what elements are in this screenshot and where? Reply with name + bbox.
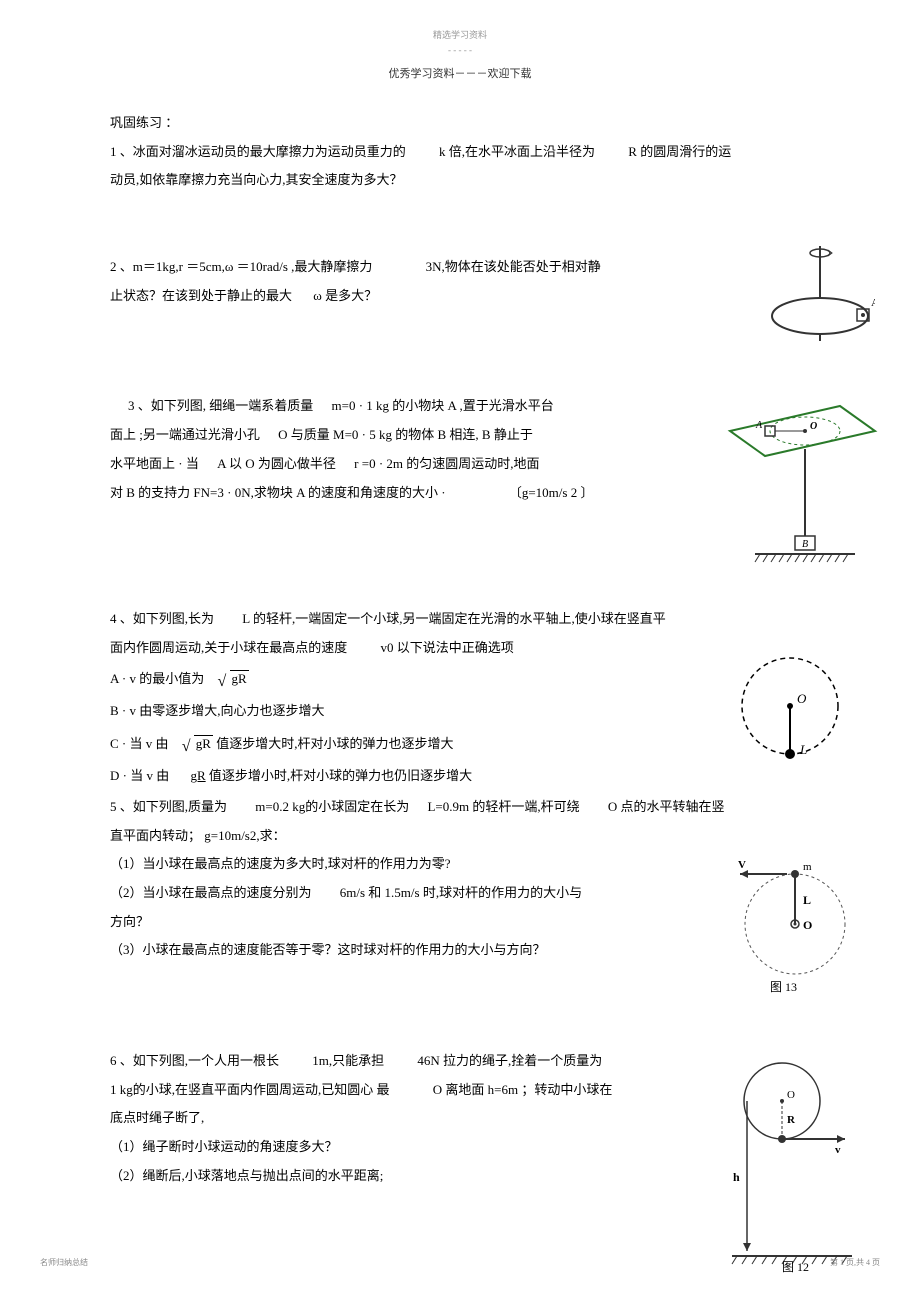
diagram-label: O xyxy=(810,421,817,432)
q2-line1: 2 、m＝1kg,r ＝5cm,ω ＝10rad/s ,最大静摩擦力 3N,物体… xyxy=(110,255,845,280)
q3-text: m=0 · 1 kg 的小物块 A ,置于光滑水平台 xyxy=(332,398,554,413)
diagram-label: L xyxy=(803,893,811,907)
header-dashes: - - - - - xyxy=(55,45,865,55)
section-title: 巩固练习 ： xyxy=(110,111,845,136)
q1-line1: 1 、冰面对溜冰运动员的最大摩擦力为运动员重力的 k 倍,在水平冰面上沿半径为 … xyxy=(110,140,845,165)
q3-text: 水平地面上 · 当 xyxy=(110,456,199,471)
q1-text: 1 、冰面对溜冰运动员的最大摩擦力为运动员重力的 xyxy=(110,144,406,159)
q4-text: 值逐步增大时,杆对小球的弹力也逐步增大 xyxy=(216,736,453,751)
diagram-label: h xyxy=(733,1170,740,1184)
diagram-label: O xyxy=(787,1089,795,1101)
q5-text: 5 、如下列图,质量为 xyxy=(110,799,227,814)
diagram-label: 图 13 xyxy=(770,980,797,994)
q5-text: （2）当小球在最高点的速度分别为 xyxy=(110,885,312,900)
sqrt-content: gR xyxy=(230,670,249,686)
diagram-q6: O R v h 图 12 xyxy=(727,1051,857,1280)
q4-text: 面内作圆周运动,关于小球在最高点的速度 xyxy=(110,640,347,655)
q1-text: k 倍,在水平冰面上沿半径为 xyxy=(439,144,595,159)
q3-text: 对 B 的支持力 FN=3 · 0N,求物块 A 的速度和角速度的大小 · xyxy=(110,485,446,500)
q5-line1: 5 、如下列图,质量为 m=0.2 kg的小球固定在长为 L=0.9m 的轻杆一… xyxy=(110,795,845,820)
q3-text: 面上 ;另一端通过光滑小孔 xyxy=(110,427,260,442)
sqrt-symbol: gR xyxy=(220,665,249,694)
q2-text: 止状态？在该到处于静止的最大 xyxy=(110,288,292,303)
diagram-label: 图 12 xyxy=(782,1260,809,1274)
diagram-label: V xyxy=(738,859,746,871)
q3-text: A 以 O 为圆心做半径 xyxy=(217,456,336,471)
diagram-label-a: A xyxy=(871,297,875,309)
q2-line2: 止状态？在该到处于静止的最大 ω 是多大？ xyxy=(110,284,845,309)
q4-text: L 的轻杆,一端固定一个小球,另一端固定在光滑的水平轴上,使小球在竖直平 xyxy=(242,611,665,626)
diagram-label: m xyxy=(803,861,812,873)
diagram-q4: O L xyxy=(735,651,845,770)
q5-text: m=0.2 kg的小球固定在长为 xyxy=(255,799,409,814)
q2-text: 2 、m＝1kg,r ＝5cm,ω ＝10rad/s ,最大静摩擦力 xyxy=(110,259,372,274)
q4-text: D · 当 v 由 xyxy=(110,768,169,783)
q5-line2: 直平面内转动； g=10m/s2,求： xyxy=(110,824,845,849)
diagram-label: v xyxy=(835,1144,841,1156)
q5-text: L=0.9m 的轻杆一端,杆可绕 xyxy=(427,799,579,814)
q3-text: O 与质量 M=0 · 5 kg 的物体 B 相连, B 静止于 xyxy=(278,427,533,442)
q6-text: 46N 拉力的绳子,拴着一个质量为 xyxy=(417,1053,602,1068)
header-top-label: 精选学习资料 xyxy=(55,28,865,41)
q3-text: 〔g=10m/s 2 〕 xyxy=(509,485,594,500)
q4-text: gR xyxy=(190,768,205,783)
content-area: 巩固练习 ： 1 、冰面对溜冰运动员的最大摩擦力为运动员重力的 k 倍,在水平冰… xyxy=(55,111,865,1189)
q2-text: ω 是多大？ xyxy=(313,288,377,303)
q4-line1: 4 、如下列图,长为 L 的轻杆,一端固定一个小球,另一端固定在光滑的水平轴上,… xyxy=(110,607,845,632)
footer-right: 第 1 页,共 4 页 xyxy=(830,1257,880,1268)
q1-line2: 动员,如依靠摩擦力充当向心力,其安全速度为多大？ xyxy=(110,168,845,193)
q3-text: r =0 · 2m 的匀速圆周运动时,地面 xyxy=(354,456,539,471)
sqrt-symbol: gR xyxy=(184,730,213,759)
diagram-q5: V m L O 图 13 xyxy=(735,856,855,1000)
diagram-q3: A O B xyxy=(720,396,880,575)
q4-text: C · 当 v 由 xyxy=(110,736,169,751)
diagram-label: O xyxy=(803,918,812,932)
diagram-label: R xyxy=(787,1114,796,1126)
diagram-label: L xyxy=(799,742,807,757)
q1-text: R 的圆周滑行的运 xyxy=(628,144,731,159)
q4-text: A · v 的最小值为 xyxy=(110,671,204,686)
q6-text: 1m,只能承担 xyxy=(312,1053,384,1068)
diagram-q2: A xyxy=(745,241,875,360)
diagram-label: B xyxy=(802,539,808,550)
q6-text: O 离地面 h=6m ；转动中小球在 xyxy=(433,1082,613,1097)
diagram-label: A xyxy=(755,420,763,431)
q5-text: O 点的水平转轴在竖 xyxy=(608,799,725,814)
q5-text: 6m/s 和 1.5m/s 时,球对杆的作用力的大小与 xyxy=(340,885,582,900)
q6-text: 6 、如下列图,一个人用一根长 xyxy=(110,1053,279,1068)
footer-left: 名师归纳总结 xyxy=(40,1257,88,1268)
q4-text: 值逐步增小时,杆对小球的弹力也仍旧逐步增大 xyxy=(209,768,472,783)
q2-text: 3N,物体在该处能否处于相对静 xyxy=(426,259,601,274)
q4-text: v0 以下说法中正确选项 xyxy=(381,640,514,655)
diagram-label: O xyxy=(797,691,807,706)
q3-text: 3 、如下列图, 细绳一端系着质量 xyxy=(128,398,313,413)
sqrt-content: gR xyxy=(194,735,213,751)
header-main-label: 优秀学习资料－－－欢迎下载 xyxy=(55,65,865,81)
q4-text: 4 、如下列图,长为 xyxy=(110,611,214,626)
q6-text: 1 kg的小球,在竖直平面内作圆周运动,已知圆心 最 xyxy=(110,1082,390,1097)
